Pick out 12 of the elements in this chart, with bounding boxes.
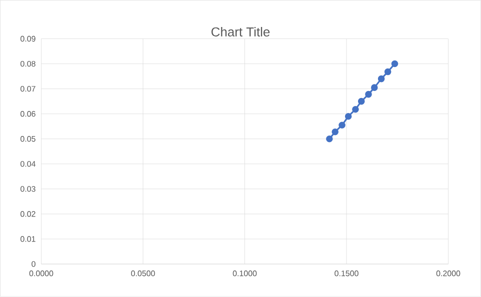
point xyxy=(378,76,385,82)
point xyxy=(365,91,372,98)
point xyxy=(338,122,346,129)
point xyxy=(326,136,333,142)
point xyxy=(344,113,352,120)
point xyxy=(332,128,339,136)
point xyxy=(384,68,392,76)
point xyxy=(371,84,378,92)
chart-title: Chart Title xyxy=(211,27,270,37)
point xyxy=(358,98,365,105)
point xyxy=(391,60,398,68)
point xyxy=(352,106,359,113)
